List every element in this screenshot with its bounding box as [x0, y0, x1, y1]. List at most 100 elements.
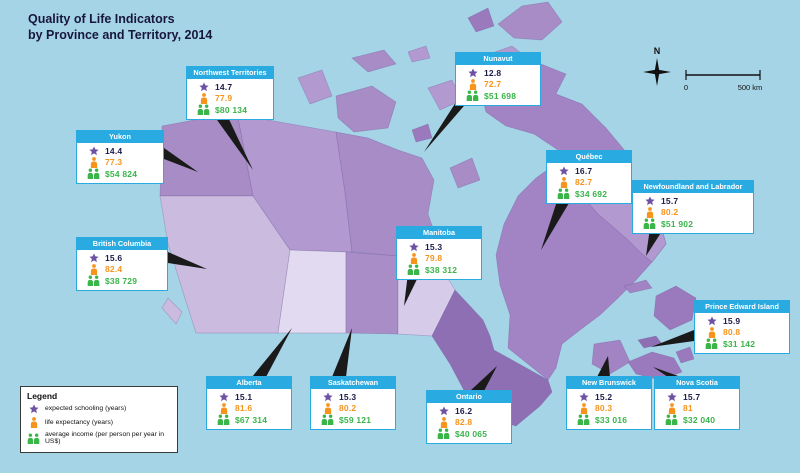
income-row: $51 698 — [456, 90, 540, 102]
life-expectancy-row: 82.8 — [427, 416, 511, 429]
callout-pointer-ontario — [470, 366, 497, 391]
income-row: $59 121 — [311, 414, 395, 426]
scale-end-label: 500 km — [738, 83, 763, 92]
star-icon — [407, 242, 420, 252]
callout-province-name: New Brunswick — [567, 377, 651, 390]
person-icon — [577, 402, 590, 414]
province-ontario — [431, 289, 553, 427]
person-icon — [321, 402, 334, 414]
life-expectancy-row: 82.4 — [77, 263, 167, 276]
callout-province-name: Yukon — [77, 131, 163, 144]
schooling-row: 15.1 — [207, 391, 291, 403]
people-icon — [665, 414, 678, 426]
province-new-brunswick — [591, 339, 631, 375]
life-expectancy-row: 82.7 — [547, 176, 631, 189]
life-expectancy-value: 80.3 — [595, 403, 613, 414]
life-expectancy-value: 82.7 — [575, 177, 593, 188]
callout-province-name: Manitoba — [397, 227, 481, 240]
person-icon — [466, 78, 479, 90]
callout-pointer-manitoba — [404, 273, 420, 306]
life-expectancy-value: 81 — [683, 403, 693, 414]
schooling-value: 15.7 — [661, 195, 679, 206]
callout-pointer-saskatchewan — [332, 328, 352, 377]
income-row: $51 902 — [633, 218, 753, 230]
person-icon — [407, 252, 420, 264]
island-melville — [351, 49, 397, 73]
callout-new-brunswick: New Brunswick 15.2 80.3 $33 016 — [566, 376, 652, 430]
island-king-william — [411, 123, 433, 143]
star-icon — [217, 392, 230, 402]
income-value: $54 824 — [105, 168, 138, 179]
legend-item-life-expectancy: life expectancy (years) — [27, 417, 171, 428]
life-expectancy-value: 80.8 — [723, 327, 741, 338]
income-value: $80 134 — [215, 104, 248, 115]
person-icon — [643, 206, 656, 218]
legend-label: expected schooling (years) — [45, 405, 127, 413]
map-title-line2: by Province and Territory, 2014 — [28, 28, 213, 43]
callout-pointer-new-brunswick — [597, 356, 610, 377]
income-row: $54 824 — [77, 168, 163, 180]
island-cape-breton — [675, 346, 695, 364]
people-icon — [217, 414, 230, 426]
callout-alberta: Alberta 15.1 81.6 $67 314 — [206, 376, 292, 430]
income-row: $31 142 — [695, 338, 789, 350]
callout-pointer-nunavut — [424, 99, 470, 152]
person-icon — [665, 402, 678, 414]
life-expectancy-row: 77.3 — [77, 156, 163, 169]
legend-label: life expectancy (years) — [45, 418, 113, 426]
schooling-value: 12.8 — [484, 67, 502, 78]
people-icon — [557, 188, 570, 200]
island-southampton — [449, 157, 481, 189]
star-icon — [321, 392, 334, 402]
schooling-row: 14.7 — [187, 81, 273, 93]
life-expectancy-value: 81.6 — [235, 403, 253, 414]
life-expectancy-row: 81.6 — [207, 402, 291, 415]
schooling-row: 15.9 — [695, 315, 789, 327]
island-ellesmere — [497, 1, 563, 41]
income-row: $80 134 — [187, 104, 273, 116]
life-expectancy-value: 82.4 — [105, 264, 123, 275]
callout-manitoba: Manitoba 15.3 79.8 $38 312 — [396, 226, 482, 280]
scale-bar: 0 500 km — [684, 70, 762, 92]
income-value: $31 142 — [723, 338, 756, 349]
island-axel-heiberg — [467, 7, 495, 33]
schooling-value: 15.7 — [683, 391, 701, 402]
person-icon — [217, 402, 230, 414]
people-icon — [87, 275, 100, 287]
callout-province-name: Ontario — [427, 391, 511, 404]
income-row: $38 312 — [397, 264, 481, 276]
island-bathurst — [407, 45, 431, 63]
star-icon — [665, 392, 678, 402]
callout-pointer-alberta — [252, 328, 292, 377]
callout-newfoundland-and-labrador: Newfoundland and Labrador 15.7 80.2 $51 … — [632, 180, 754, 234]
income-value: $67 314 — [235, 414, 268, 425]
person-icon — [437, 416, 450, 428]
island-anticosti — [623, 279, 653, 294]
income-row: $32 040 — [655, 414, 739, 426]
life-expectancy-row: 77.9 — [187, 92, 273, 105]
life-expectancy-row: 80.3 — [567, 402, 651, 415]
callout-pointer-prince-edward-island — [651, 330, 694, 347]
vancouver-island — [161, 297, 183, 325]
callout-northwest-territories: Northwest Territories 14.7 77.9 $80 134 — [186, 66, 274, 120]
schooling-value: 15.6 — [105, 252, 123, 263]
person-icon — [87, 156, 100, 168]
legend-title: Legend — [27, 391, 58, 401]
callout-province-name: Saskatchewan — [311, 377, 395, 390]
life-expectancy-value: 77.9 — [215, 93, 233, 104]
people-icon — [705, 338, 718, 350]
callout-province-name: Northwest Territories — [187, 67, 273, 80]
schooling-row: 12.8 — [456, 67, 540, 79]
income-value: $32 040 — [683, 414, 716, 425]
schooling-row: 15.3 — [311, 391, 395, 403]
callout-pointer-yukon — [164, 148, 198, 172]
income-value: $38 312 — [425, 264, 458, 275]
life-expectancy-value: 80.2 — [661, 207, 679, 218]
income-row: $38 729 — [77, 275, 167, 287]
life-expectancy-value: 82.8 — [455, 417, 473, 428]
people-icon — [437, 428, 450, 440]
income-value: $33 016 — [595, 414, 628, 425]
callout-province-name: British Columbia — [77, 238, 167, 251]
callout-province-name: Québec — [547, 151, 631, 164]
